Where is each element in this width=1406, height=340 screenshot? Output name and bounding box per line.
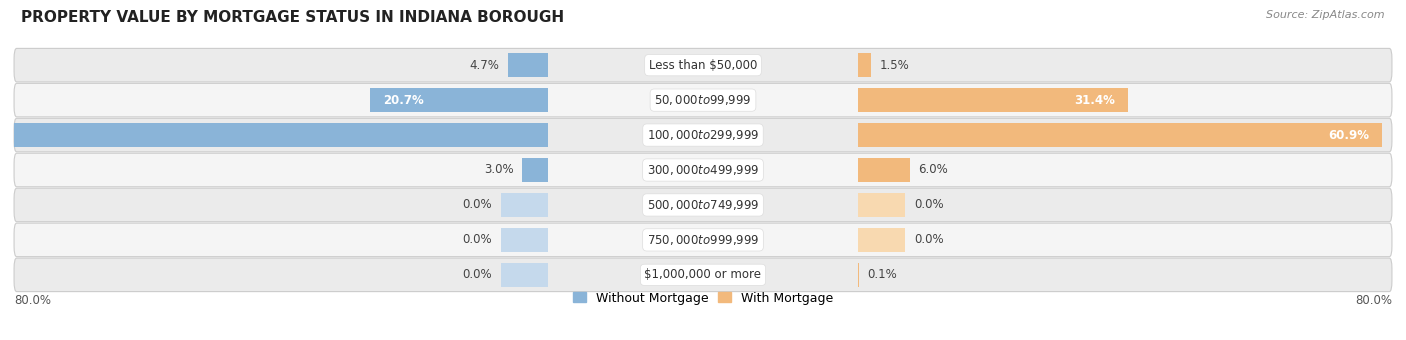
Text: 0.0%: 0.0% (914, 233, 943, 246)
Text: 3.0%: 3.0% (484, 164, 513, 176)
Text: 80.0%: 80.0% (14, 294, 51, 307)
Text: Source: ZipAtlas.com: Source: ZipAtlas.com (1267, 10, 1385, 20)
Text: $100,000 to $299,999: $100,000 to $299,999 (647, 128, 759, 142)
FancyBboxPatch shape (14, 188, 1392, 222)
Text: 20.7%: 20.7% (382, 94, 423, 107)
FancyBboxPatch shape (14, 223, 1392, 257)
FancyBboxPatch shape (14, 153, 1392, 187)
Text: PROPERTY VALUE BY MORTGAGE STATUS IN INDIANA BOROUGH: PROPERTY VALUE BY MORTGAGE STATUS IN IND… (21, 10, 564, 25)
Bar (522, 158, 548, 182)
FancyBboxPatch shape (14, 258, 1392, 292)
Text: $1,000,000 or more: $1,000,000 or more (644, 268, 762, 281)
Bar (858, 228, 905, 252)
Text: $300,000 to $499,999: $300,000 to $499,999 (647, 163, 759, 177)
Bar (858, 123, 1382, 147)
Text: 0.1%: 0.1% (868, 268, 897, 281)
Bar (0, 123, 548, 147)
Legend: Without Mortgage, With Mortgage: Without Mortgage, With Mortgage (568, 287, 838, 310)
Bar (858, 158, 910, 182)
Bar (858, 53, 870, 77)
Bar (370, 88, 548, 112)
Bar (501, 228, 548, 252)
Text: $500,000 to $749,999: $500,000 to $749,999 (647, 198, 759, 212)
Text: 0.0%: 0.0% (463, 268, 492, 281)
Bar (858, 193, 905, 217)
Bar (508, 53, 548, 77)
Bar (858, 88, 1129, 112)
Text: 31.4%: 31.4% (1074, 94, 1115, 107)
Text: 1.5%: 1.5% (880, 59, 910, 72)
Text: $750,000 to $999,999: $750,000 to $999,999 (647, 233, 759, 247)
Text: 0.0%: 0.0% (914, 199, 943, 211)
FancyBboxPatch shape (14, 118, 1392, 152)
Text: 0.0%: 0.0% (463, 199, 492, 211)
FancyBboxPatch shape (14, 48, 1392, 82)
Text: $50,000 to $99,999: $50,000 to $99,999 (654, 93, 752, 107)
Text: 0.0%: 0.0% (463, 233, 492, 246)
Bar (501, 263, 548, 287)
Text: 80.0%: 80.0% (1355, 294, 1392, 307)
Text: Less than $50,000: Less than $50,000 (648, 59, 758, 72)
FancyBboxPatch shape (14, 83, 1392, 117)
Text: 6.0%: 6.0% (918, 164, 948, 176)
Text: 4.7%: 4.7% (470, 59, 499, 72)
Bar (501, 193, 548, 217)
Text: 60.9%: 60.9% (1329, 129, 1369, 141)
